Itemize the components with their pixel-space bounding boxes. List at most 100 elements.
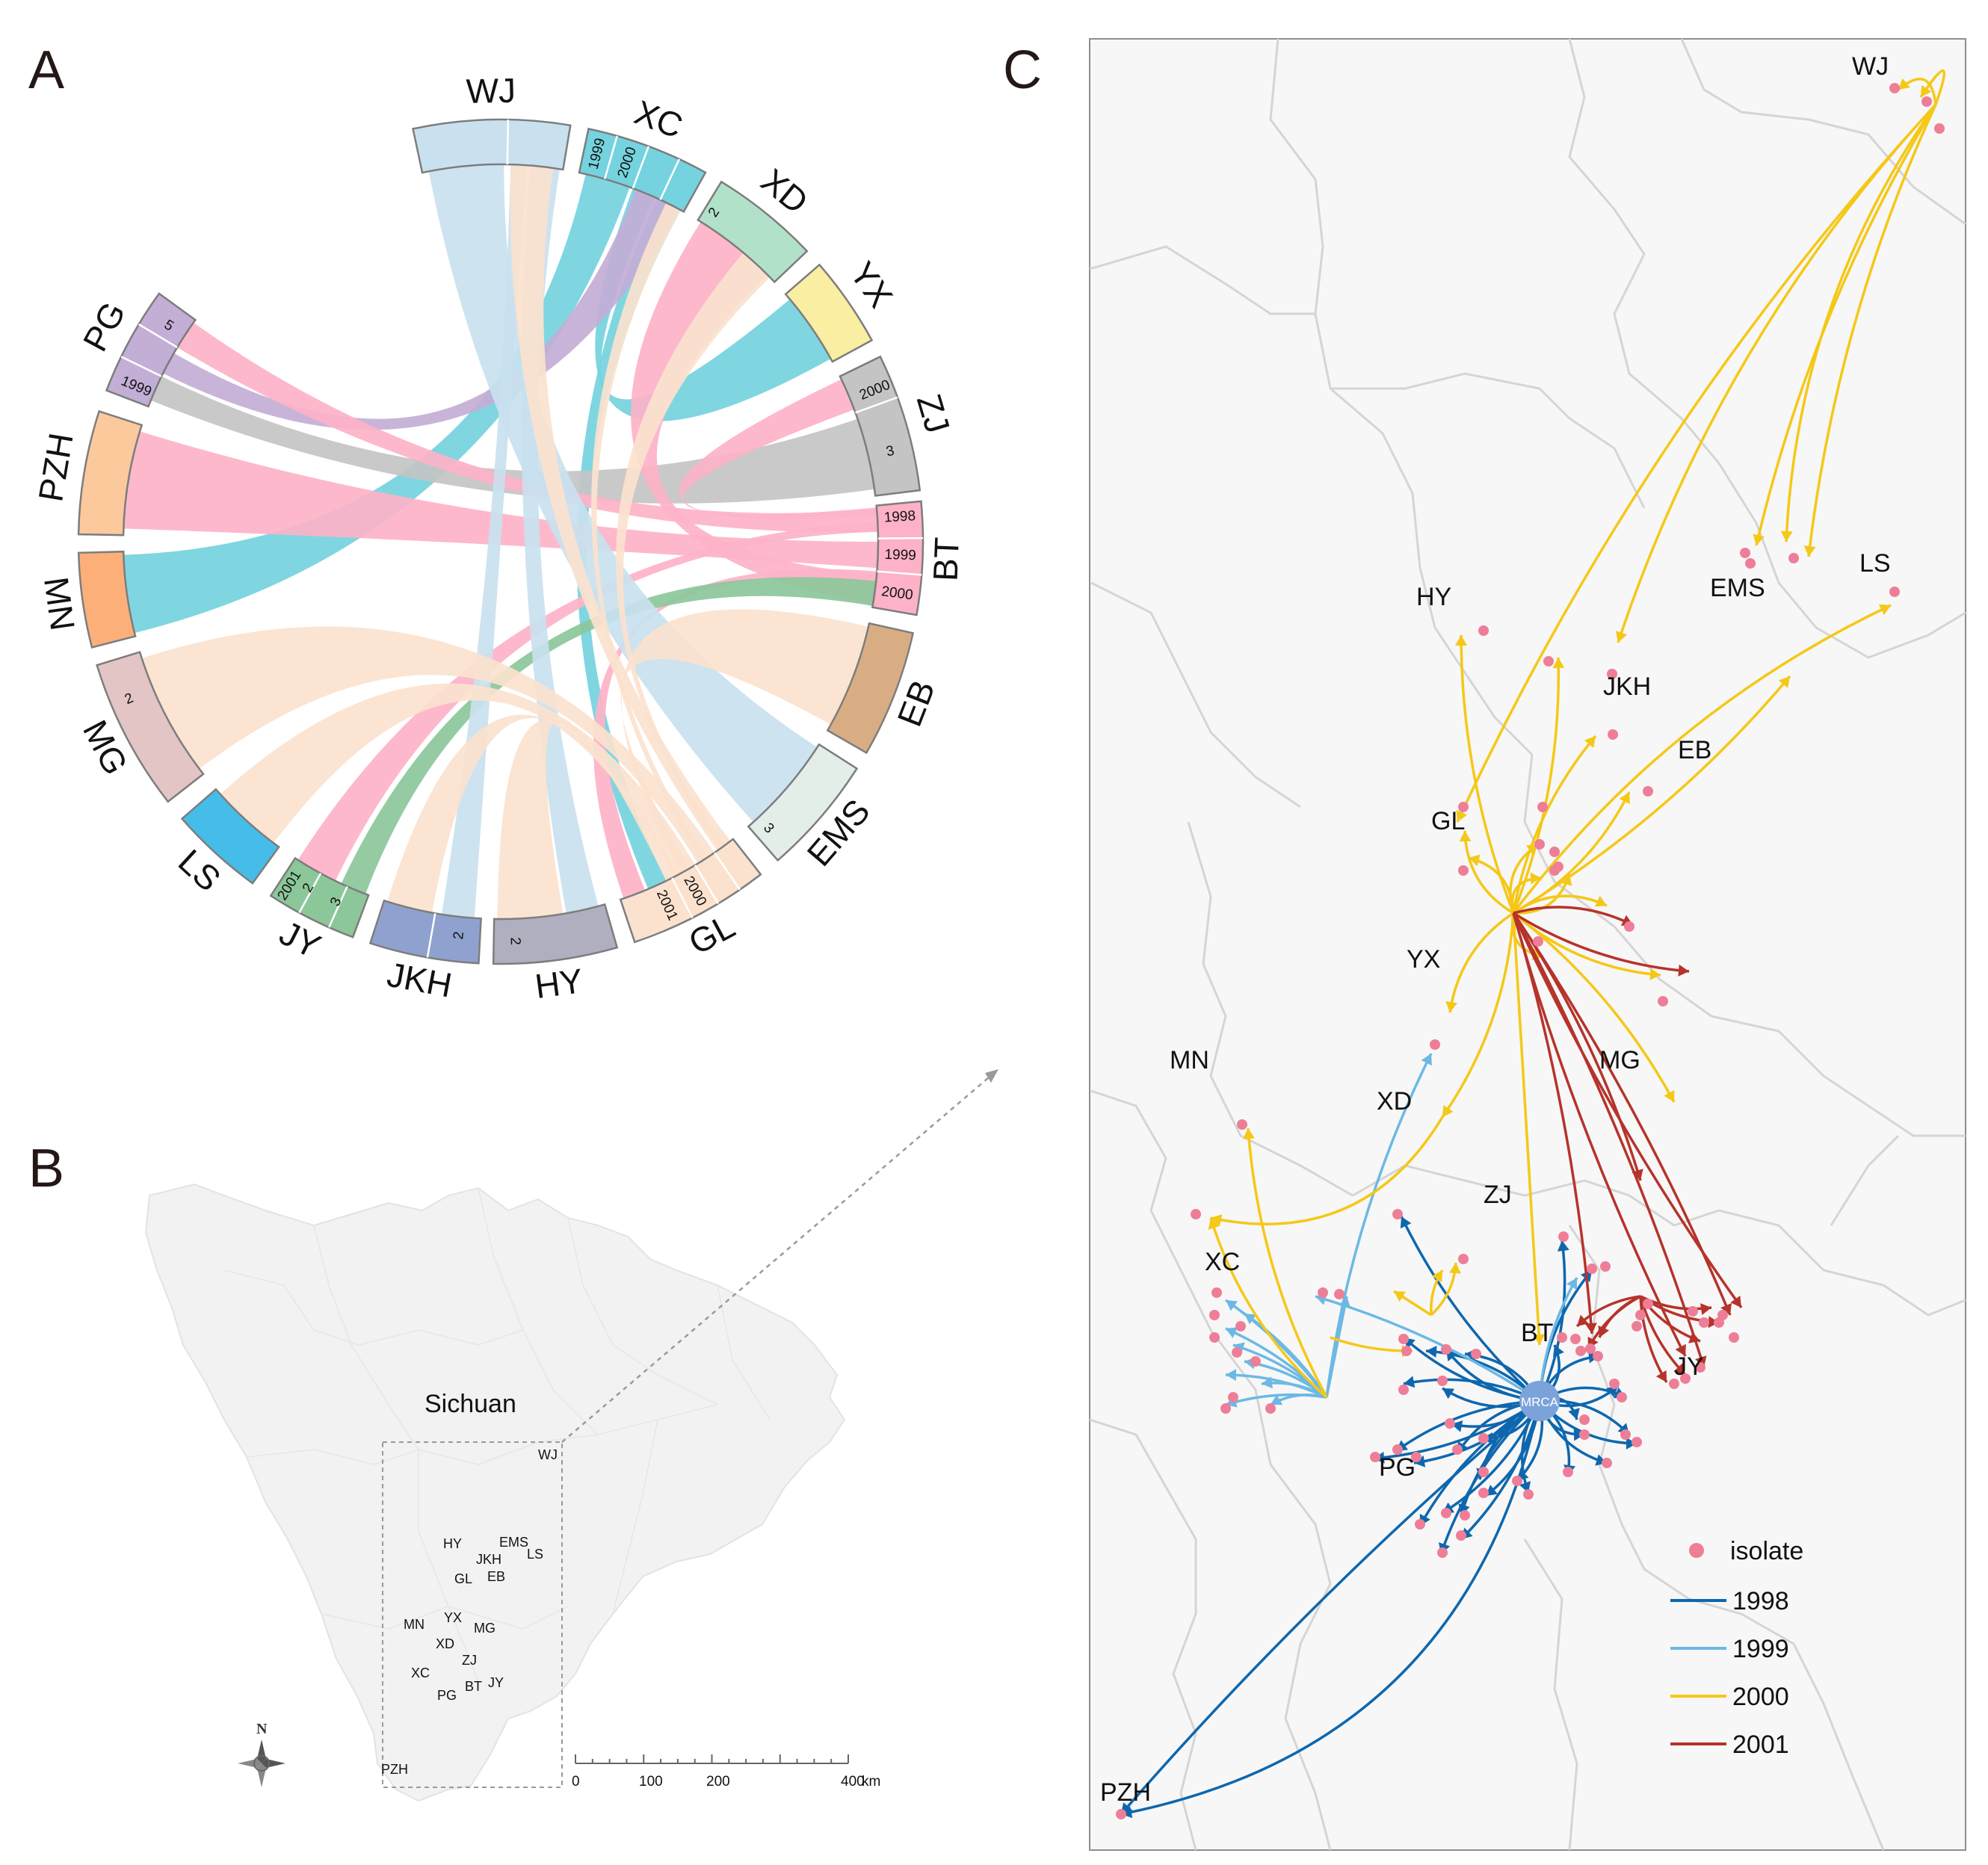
isolate-dot xyxy=(1688,1306,1698,1317)
sector-label-hy: HY xyxy=(533,961,585,1006)
isolate-dot xyxy=(1557,1332,1567,1343)
edge-arrowhead xyxy=(1730,1295,1741,1308)
transmission-edge xyxy=(1225,1373,1327,1399)
edge-arrowhead xyxy=(1632,1169,1643,1181)
transmission-edge xyxy=(1513,912,1690,973)
isolate-dot xyxy=(1635,1310,1646,1320)
overview-label-xc: XC xyxy=(411,1665,430,1680)
edge-arrowhead xyxy=(1720,1302,1732,1315)
isolate-dot xyxy=(1658,996,1668,1006)
isolate-dot xyxy=(1740,548,1750,558)
overview-label-xd: XD xyxy=(436,1636,454,1651)
edge-arrowhead xyxy=(1456,809,1468,822)
chord-ribbon-wj-jkh xyxy=(442,164,528,918)
sector-mn xyxy=(77,550,137,649)
north-label: N xyxy=(256,1721,268,1737)
panel-a-letter: A xyxy=(28,40,64,100)
edge-arrowhead xyxy=(1688,1332,1700,1343)
sector-label-wj: WJ xyxy=(466,71,516,111)
sector-label-bt: BT xyxy=(926,536,966,582)
chord-ribbon-bt-gl xyxy=(593,569,877,899)
edge-arrowhead xyxy=(1675,1343,1686,1356)
overview-label-zj: ZJ xyxy=(462,1653,477,1668)
transmission-edge xyxy=(1538,1240,1566,1402)
isolate-dot xyxy=(1478,1433,1489,1444)
transmission-edge xyxy=(1247,1128,1328,1398)
transmission-edge xyxy=(1441,912,1515,1118)
transmission-edge xyxy=(1512,912,1541,1346)
isolate-dot xyxy=(1600,1261,1611,1272)
sector-divider xyxy=(694,865,720,904)
isolate-dot xyxy=(1608,729,1618,740)
sector-bt xyxy=(871,500,924,616)
isolate-dot xyxy=(1669,1379,1679,1389)
sector-divider xyxy=(877,536,923,539)
edge-arrowhead xyxy=(1525,844,1538,856)
overview-label-hy: HY xyxy=(443,1536,462,1551)
chord-ribbon-pg-xc xyxy=(163,189,679,430)
transmission-edge xyxy=(1456,103,1937,823)
tick-label: 1999 xyxy=(884,547,916,563)
sector-gl xyxy=(619,838,762,944)
isolate-dot xyxy=(1889,587,1900,597)
edge-arrowhead xyxy=(1584,1323,1597,1334)
north-arrow: N xyxy=(238,1721,285,1787)
panel-c-letter: C xyxy=(1003,40,1042,100)
sector-mg xyxy=(96,651,205,803)
isolate-dot xyxy=(1232,1347,1242,1358)
isolate-dot xyxy=(1441,1344,1451,1355)
isolate-dot xyxy=(1458,865,1469,876)
edge-arrowhead xyxy=(1553,1345,1564,1358)
sector-label-pg: PG xyxy=(75,295,133,357)
overview-label-pzh: PZH xyxy=(381,1762,408,1777)
isolate-dot xyxy=(1209,1332,1220,1343)
sector-divider xyxy=(632,146,650,189)
mrca-node: MRCA xyxy=(1519,1381,1560,1421)
edge-arrowhead xyxy=(1778,676,1790,688)
edge-arrowhead xyxy=(1414,1456,1426,1467)
overview-label-pg: PG xyxy=(437,1688,457,1703)
sector-label-jkh: JKH xyxy=(384,955,455,1005)
edge-arrowhead xyxy=(1649,968,1661,980)
edge-arrowhead xyxy=(1442,1104,1454,1117)
edge-arrowhead xyxy=(1442,1388,1455,1399)
scale-label: 200 xyxy=(706,1774,730,1790)
sector-divider xyxy=(328,885,348,928)
tick-label: 2 xyxy=(507,937,522,945)
transmission-edge xyxy=(1325,1296,1348,1398)
edge-arrowhead xyxy=(1566,1278,1577,1290)
isolate-dot xyxy=(1250,1356,1261,1367)
transmission-edge xyxy=(1448,912,1514,1013)
isolate-dot xyxy=(1441,1508,1451,1518)
isolate-dot xyxy=(1398,1385,1409,1395)
edge-arrowhead xyxy=(1533,1334,1546,1345)
isolate-dot xyxy=(1211,1287,1222,1298)
isolate-dot xyxy=(1575,1346,1586,1356)
edge-arrowhead xyxy=(1594,895,1607,907)
inset-arrow-head xyxy=(985,1069,998,1083)
tick-label: 3 xyxy=(885,443,896,460)
map-legend: isolate 1998 1999 2000 2001 xyxy=(1670,1537,1803,1759)
isolate-dot xyxy=(1478,1488,1489,1498)
chord-ribbon-gl-eb xyxy=(620,609,869,873)
isolate-dot xyxy=(1889,83,1900,93)
sector-pzh xyxy=(77,409,143,536)
edge-arrowhead xyxy=(1708,1316,1719,1329)
sector-xc xyxy=(578,127,707,214)
isolate-dot xyxy=(1478,1467,1489,1477)
isolate-dot xyxy=(1445,1418,1455,1429)
scale-label: 400 xyxy=(841,1774,865,1790)
transmission-edge xyxy=(1463,830,1514,915)
isolate-dot xyxy=(1680,1373,1691,1384)
transmission-edge xyxy=(1120,1399,1541,1816)
isolate-dot xyxy=(1609,1379,1620,1389)
sector-divider xyxy=(659,158,680,200)
transmission-edge xyxy=(1807,104,1937,557)
chord-ribbon-gl-xd xyxy=(616,253,771,850)
edge-arrowhead xyxy=(1753,533,1765,545)
transmission-edge xyxy=(1512,912,1705,1368)
isolate-dot xyxy=(1458,802,1469,812)
isolate-dot xyxy=(1695,1362,1705,1373)
